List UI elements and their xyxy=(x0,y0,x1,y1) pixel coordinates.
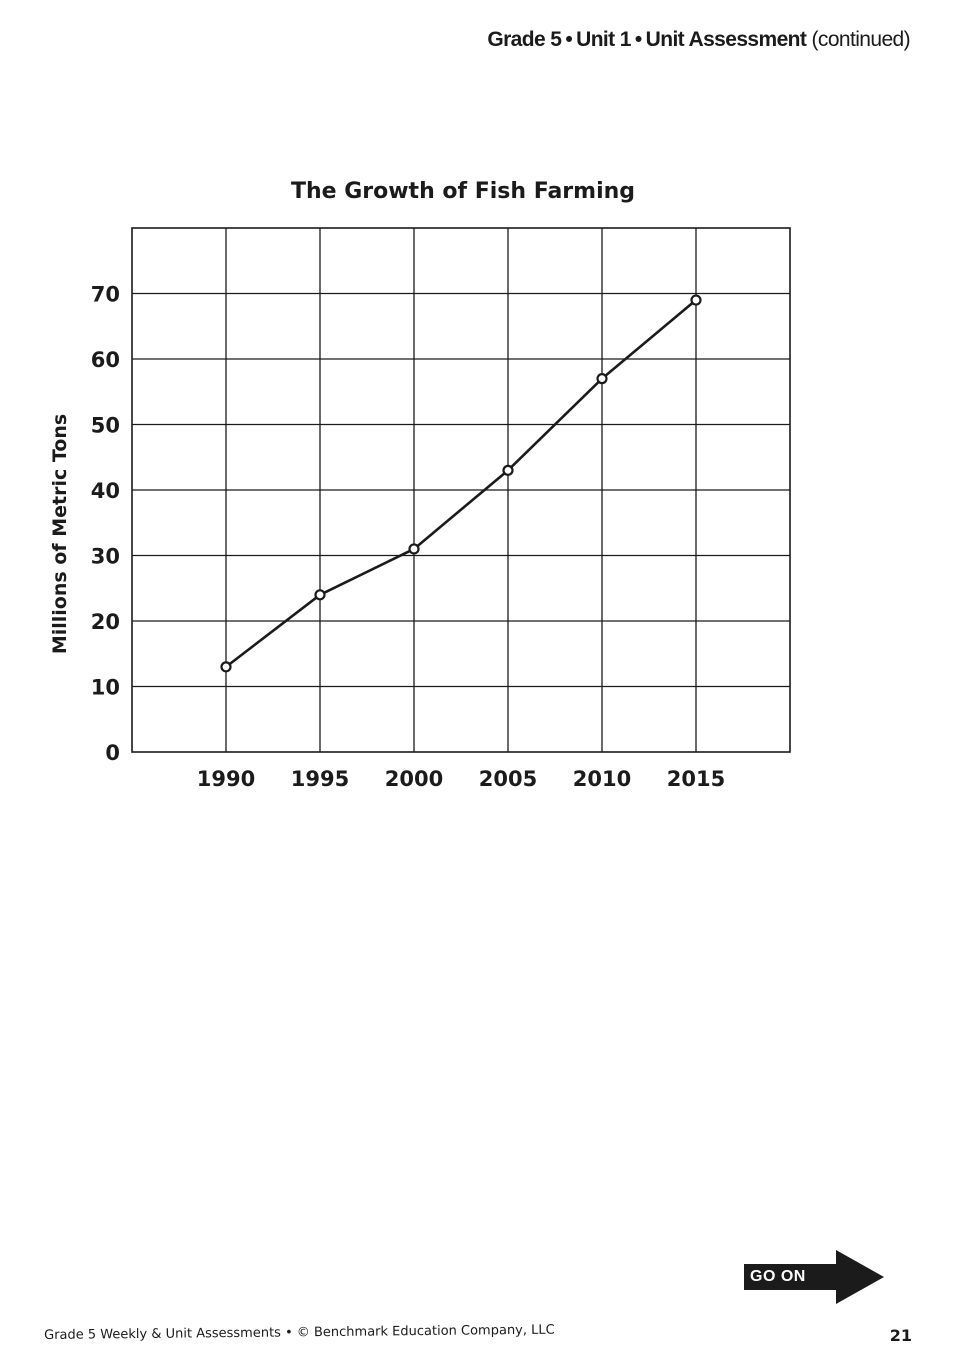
header-unit: Unit 1 xyxy=(576,28,631,51)
y-tick-label: 50 xyxy=(91,414,120,438)
arrow-right-icon xyxy=(804,1250,884,1304)
go-on-label: GO ON xyxy=(744,1264,812,1290)
data-point xyxy=(502,464,514,476)
x-tick-label: 2015 xyxy=(667,767,725,791)
x-tick-label: 1990 xyxy=(197,767,255,791)
header-separator-2: • xyxy=(634,28,642,51)
x-tick-label: 1995 xyxy=(291,767,349,791)
header-continued: (continued) xyxy=(811,28,911,51)
series-line xyxy=(225,299,697,668)
y-tick-label: 40 xyxy=(91,479,120,503)
data-point xyxy=(314,589,326,601)
x-tick-label: 2010 xyxy=(573,767,631,791)
plot-area: 0 10 20 30 40 50 60 70 1990 1995 2000 2005 2010 2015 xyxy=(91,227,791,791)
chart-title: The Growth of Fish Farming xyxy=(291,179,635,204)
y-tick-label: 60 xyxy=(91,348,120,372)
y-axis-label: Millions of Metric Tons xyxy=(49,414,71,654)
footer-credit: Grade 5 Weekly & Unit Assessments • © Be… xyxy=(44,1322,555,1343)
y-tick-label: 70 xyxy=(91,283,120,307)
data-point xyxy=(690,294,702,306)
x-tick-label: 2005 xyxy=(479,767,537,791)
line-chart: The Growth of Fish Farming Millions of M… xyxy=(49,179,791,791)
header-grade: Grade 5 xyxy=(487,28,562,51)
header-separator-1: • xyxy=(565,28,573,51)
y-tick-label: 0 xyxy=(105,741,120,765)
y-tick-label: 10 xyxy=(91,676,120,700)
data-point xyxy=(220,661,232,673)
chart-container: The Growth of Fish Farming Millions of M… xyxy=(0,150,978,810)
data-point xyxy=(408,543,420,555)
page-header: Grade 5 • Unit 1 • Unit Assessment (continue… xyxy=(487,28,910,52)
y-tick-label: 30 xyxy=(91,545,120,569)
go-on-button[interactable]: GO ON xyxy=(744,1248,884,1306)
page-number: 21 xyxy=(889,1326,912,1345)
header-assessment: Unit Assessment xyxy=(645,28,807,51)
data-point xyxy=(596,373,608,385)
x-tick-label: 2000 xyxy=(385,767,443,791)
y-tick-label: 20 xyxy=(91,610,120,634)
